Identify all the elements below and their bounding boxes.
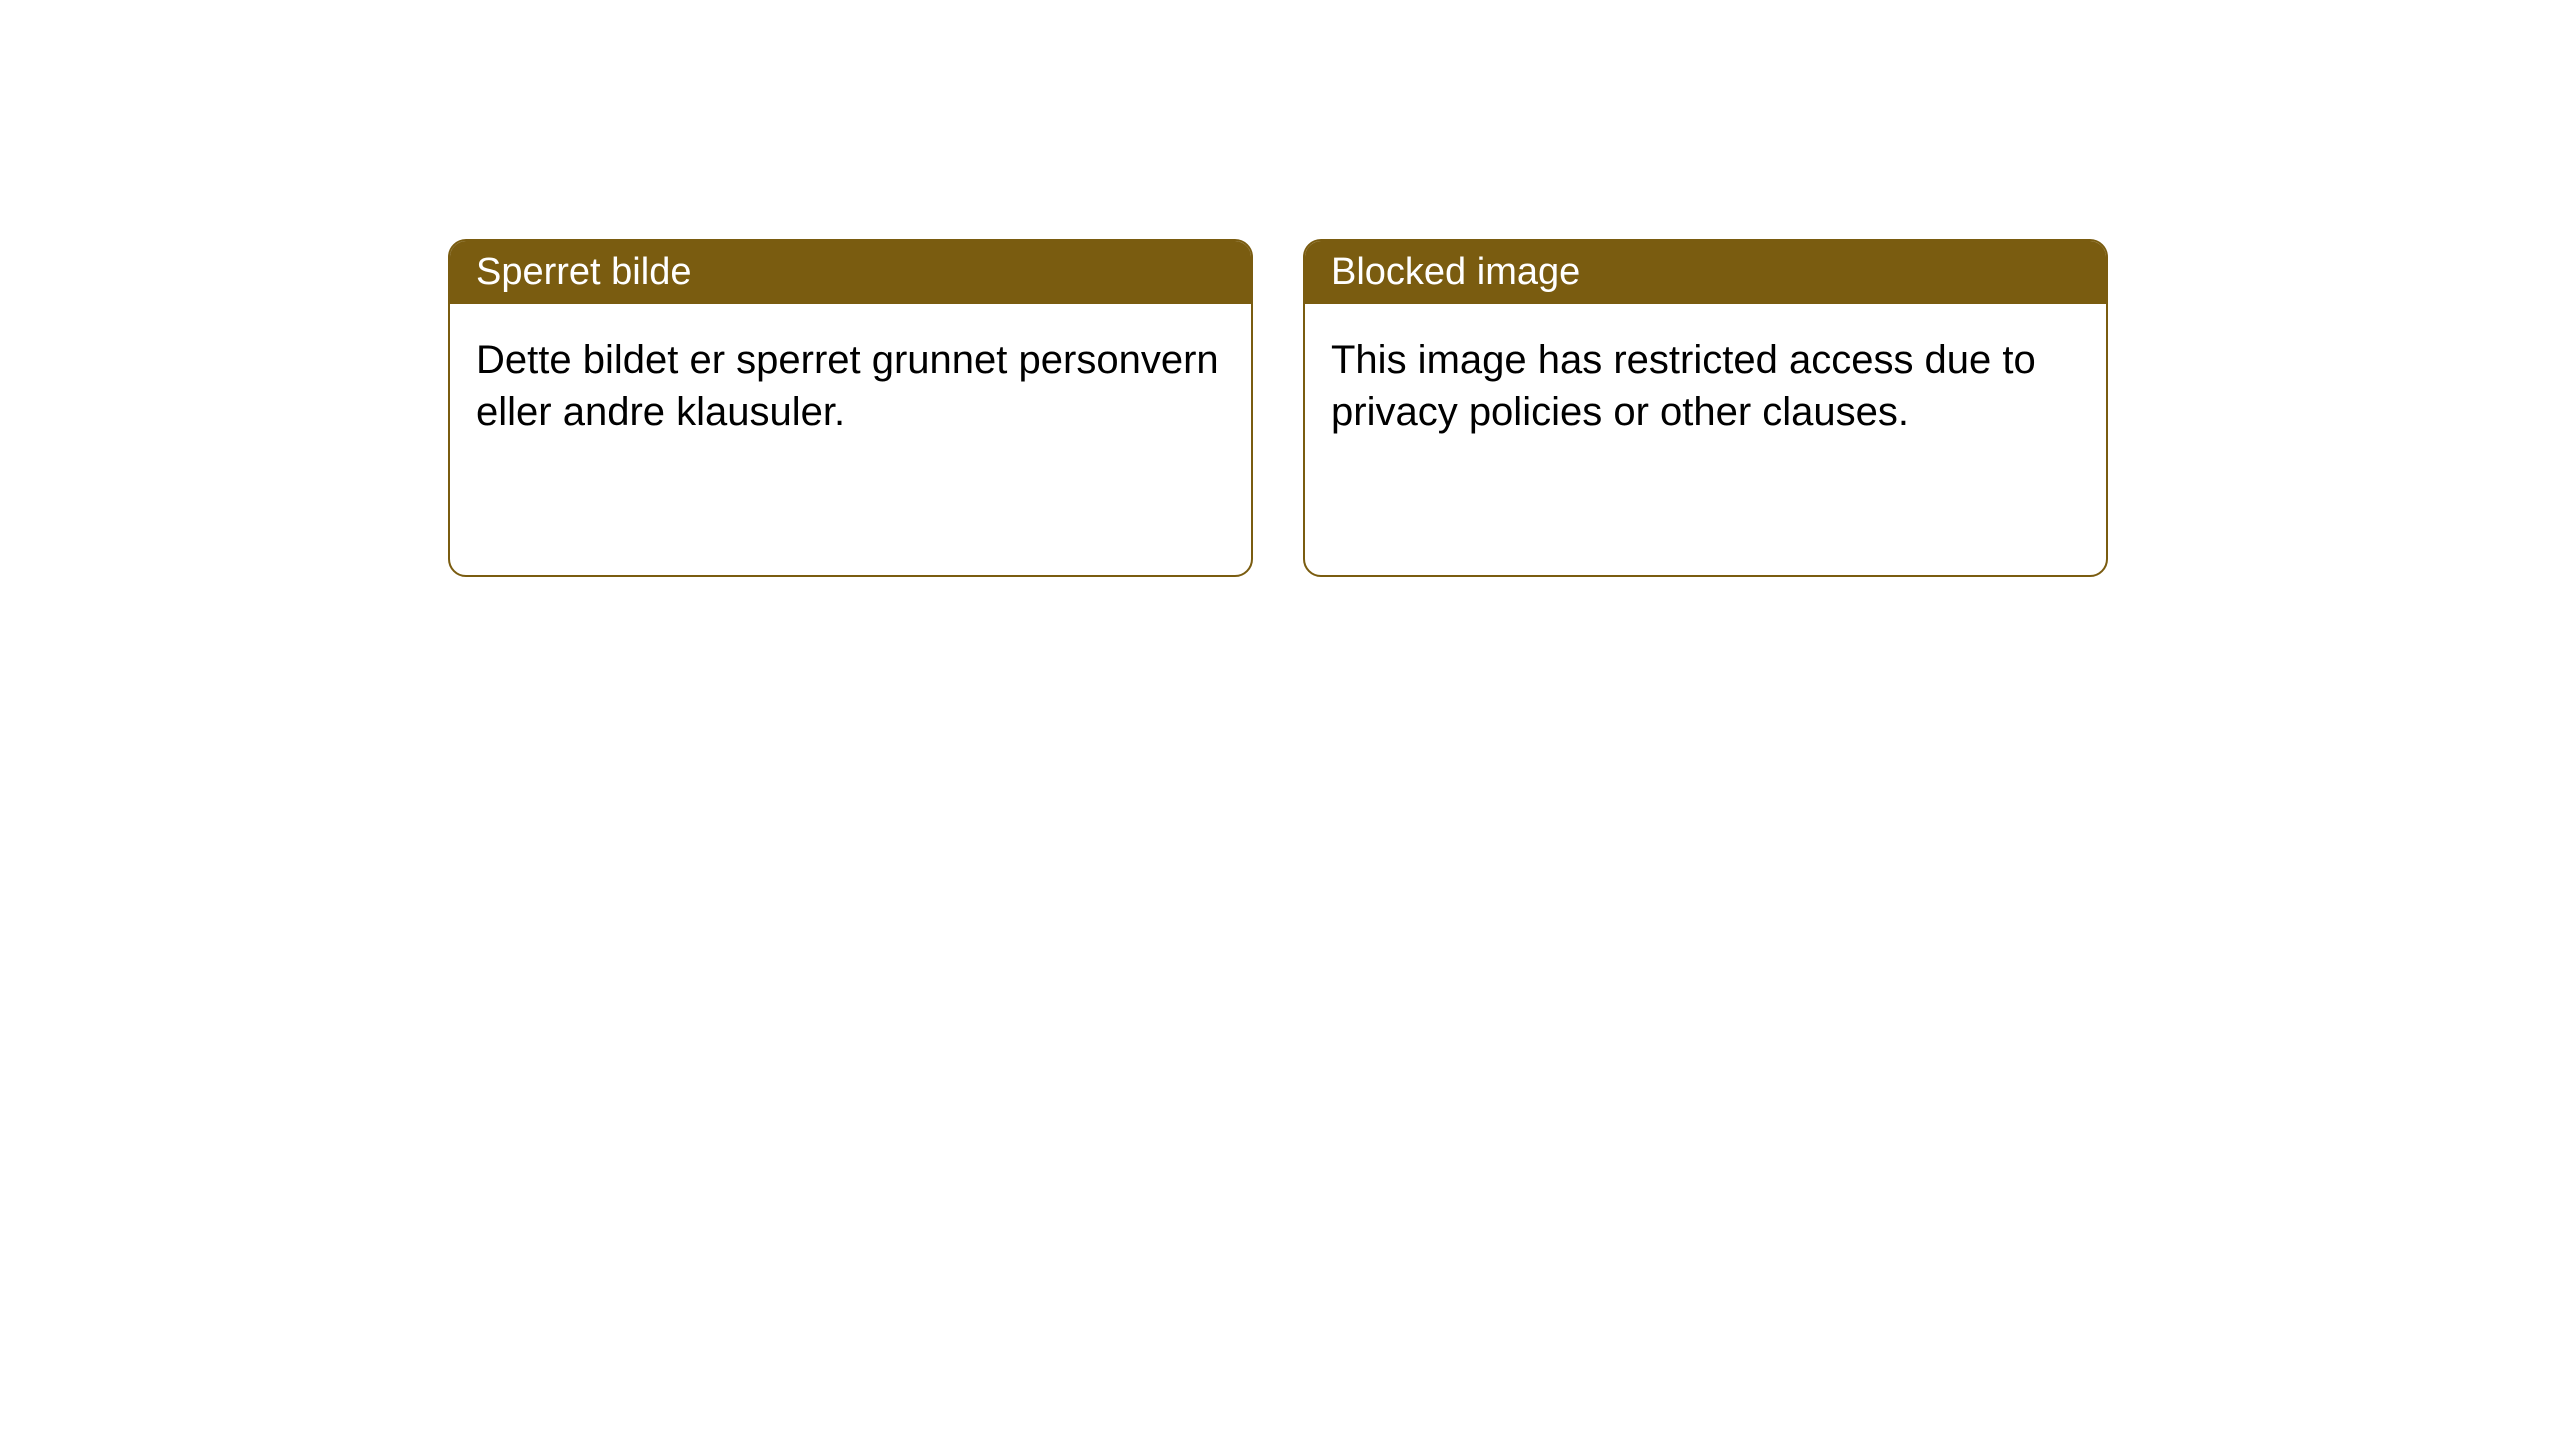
notice-card-norwegian: Sperret bilde Dette bildet er sperret gr… (448, 239, 1253, 577)
card-body: Dette bildet er sperret grunnet personve… (450, 304, 1251, 468)
card-header: Blocked image (1305, 241, 2106, 304)
notice-card-english: Blocked image This image has restricted … (1303, 239, 2108, 577)
card-header: Sperret bilde (450, 241, 1251, 304)
card-body: This image has restricted access due to … (1305, 304, 2106, 468)
notice-container: Sperret bilde Dette bildet er sperret gr… (0, 0, 2560, 577)
